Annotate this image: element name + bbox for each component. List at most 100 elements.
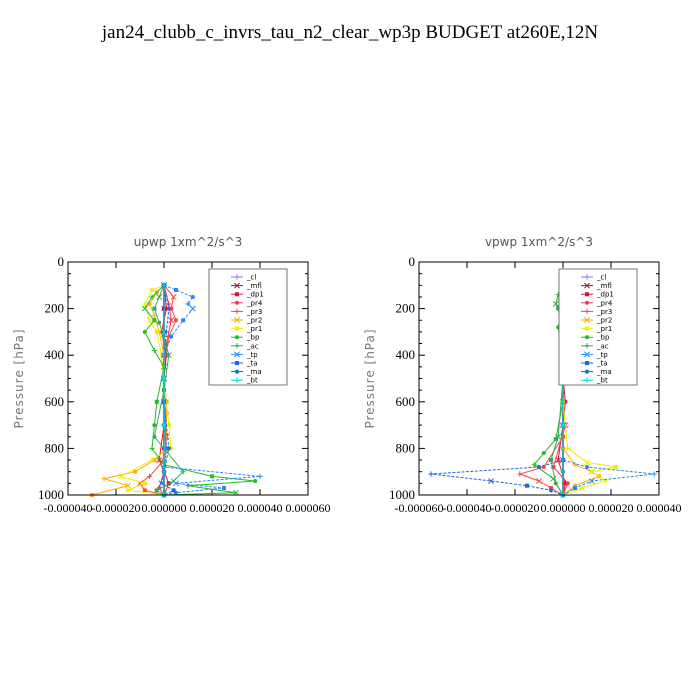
data-point_bt <box>161 282 167 288</box>
series-line_pr2 <box>91 284 167 496</box>
legend-marker_pr4 <box>235 300 239 305</box>
data-point_ac <box>157 320 162 325</box>
legend-marker_dp1 <box>585 292 589 297</box>
y-tick-label: 1000 <box>38 487 64 502</box>
legend-label_ma: _ma <box>596 368 612 376</box>
data-point_pr1 <box>126 488 130 493</box>
data-point_pr3 <box>142 488 147 493</box>
y-tick-label: 1000 <box>389 487 415 502</box>
data-point_ac <box>180 469 186 475</box>
data-point_pr2 <box>101 476 107 482</box>
legend-marker_tp <box>584 351 590 358</box>
y-axis-label: Pressure [hPa] <box>12 328 26 428</box>
legend-label_pr2: _pr2 <box>596 317 612 325</box>
data-point_pr1 <box>589 469 594 474</box>
legend-marker_ac <box>584 343 590 349</box>
data-point_bp <box>541 451 546 456</box>
x-tick-label: 0.000040 <box>637 501 682 515</box>
legend: _cl_mfl_dp1_pr4_pr3_pr2_pr1_bp_ac_tp_ta_… <box>208 268 288 386</box>
y-tick-label: 600 <box>45 394 65 409</box>
data-point_ta <box>166 306 171 311</box>
data-point_ac <box>555 433 562 440</box>
legend-marker_pr2 <box>234 317 240 323</box>
x-tick-label: -0.000020 <box>491 501 540 515</box>
x-tick-label: -0.000040 <box>443 501 492 515</box>
data-point_bp <box>152 423 157 428</box>
x-tick-label: 0.000060 <box>286 501 331 515</box>
legend-marker_pr2 <box>584 317 590 323</box>
legend-label_bt: _bt <box>246 377 258 385</box>
data-point_pr1 <box>154 329 159 334</box>
legend-label_mfl: _mfl <box>596 282 612 290</box>
y-tick-label: 800 <box>396 440 416 455</box>
legend-marker_dp1 <box>235 292 239 297</box>
legend-label_mfl: _mfl <box>246 282 262 290</box>
data-point_pr4 <box>551 465 556 470</box>
data-point_pr3 <box>170 293 177 300</box>
legend-label_cl: _cl <box>246 274 256 282</box>
legend-marker_cl <box>234 274 240 280</box>
legend-marker_ma <box>235 369 239 374</box>
data-point_ta <box>549 488 553 493</box>
panel-title: vpwp 1xm^2/s^3 <box>485 235 593 249</box>
data-point_bp <box>149 294 155 300</box>
data-point_tp <box>174 287 178 292</box>
data-point_ta <box>537 465 541 470</box>
data-point_pr3 <box>549 486 553 491</box>
legend-label_pr3: _pr3 <box>246 308 262 316</box>
legend-label_ta: _ta <box>596 360 608 368</box>
chart-panel-2: vpwp 1xm^2/s^3 Pressure [hPa] 0 200 400 600 80… <box>363 235 682 515</box>
data-point_ac <box>556 306 561 311</box>
legend-label_bt: _bt <box>596 377 608 385</box>
figure-title: jan24_clubb_c_invrs_tau_n2_clear_wp3p BU… <box>101 22 599 43</box>
legend-label_tp: _tp <box>246 351 258 359</box>
legend-label_tp: _tp <box>596 351 608 359</box>
legend-marker_mfl <box>584 282 590 289</box>
data-point_pr1 <box>117 473 124 480</box>
data-point_ac <box>156 293 163 300</box>
panel-title: upwp 1xm^2/s^3 <box>134 235 243 249</box>
legend-label_ac: _ac <box>596 342 609 350</box>
data-point_ac <box>154 488 159 493</box>
data-point_tp <box>588 478 595 484</box>
data-point_tp <box>169 334 174 339</box>
legend-label_cl: _cl <box>596 274 606 282</box>
data-point_pr2 <box>151 312 157 319</box>
legend-marker_pr1 <box>235 326 239 331</box>
data-point_tp <box>181 318 186 323</box>
data-point_pr1 <box>142 301 148 307</box>
data-point_ac <box>549 458 553 463</box>
data-point_bt <box>161 469 167 475</box>
y-tick-label: 0 <box>58 254 65 269</box>
data-point_ta <box>171 488 176 493</box>
legend-marker_bp <box>585 335 589 340</box>
data-point_ta <box>166 446 171 451</box>
y-tick-label: 200 <box>396 301 416 316</box>
x-tick-label: -0.000060 <box>395 501 444 515</box>
data-point_bp <box>531 462 537 468</box>
legend-label_pr1: _pr1 <box>596 325 612 333</box>
legend-label_pr3: _pr3 <box>596 308 612 316</box>
data-point_pr1 <box>579 485 586 491</box>
data-point_bt <box>162 376 166 381</box>
x-tick-label: -0.000040 <box>44 501 93 515</box>
y-tick-label: 600 <box>396 394 416 409</box>
data-point_pr2 <box>125 482 131 489</box>
data-point_pr1 <box>584 459 590 466</box>
data-point_bt <box>560 469 566 475</box>
data-point_bt <box>162 423 166 428</box>
data-point_bp <box>253 479 258 484</box>
data-point_ac <box>553 481 558 486</box>
legend-marker_pr3 <box>234 308 240 314</box>
data-point_pr1 <box>142 481 147 486</box>
data-point_tp <box>257 473 263 479</box>
data-point_bp <box>210 474 214 479</box>
data-point_bp <box>149 445 155 451</box>
data-point_ac <box>152 306 157 311</box>
series-line_bp <box>144 284 256 496</box>
data-point_pr3 <box>536 478 542 484</box>
data-point_pr4 <box>168 317 175 324</box>
legend-label_ma: _ma <box>246 368 262 376</box>
legend-marker_ta <box>585 361 589 365</box>
